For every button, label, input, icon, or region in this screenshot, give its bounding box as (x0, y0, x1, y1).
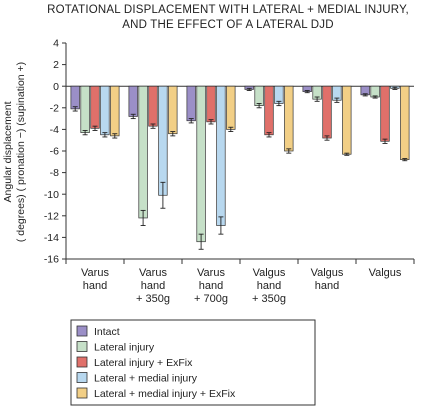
bar (284, 85, 294, 152)
y-tick-label: -8 (50, 167, 59, 179)
bar (80, 85, 90, 133)
bar (138, 85, 148, 219)
category-label: Valgus (311, 267, 344, 279)
bar (254, 85, 264, 106)
chart-title-line-1: ROTATIONAL DISPLACEMENT WITH LATERAL + M… (47, 4, 409, 16)
legend-label: Lateral injury + ExFix (94, 357, 193, 369)
category-label: + 350g (136, 293, 170, 305)
legend-label: Lateral + medial injury (94, 373, 198, 385)
category-label: Valgus (369, 267, 402, 279)
bar (128, 85, 138, 117)
y-tick-label: -6 (50, 146, 59, 158)
bar (100, 85, 110, 136)
y-tick-label: -2 (50, 102, 59, 114)
bar (322, 85, 332, 139)
y-tick-label: -10 (44, 189, 59, 201)
legend-swatch (76, 325, 88, 337)
bar (148, 85, 158, 127)
category-label: hand (315, 280, 339, 292)
y-tick-label: 2 (53, 59, 59, 71)
bar (342, 85, 352, 155)
y-axis-label-line-1: Angular displacement (2, 101, 14, 202)
category-label: hand (199, 280, 223, 292)
bar (216, 85, 226, 226)
y-axis-label-line-2: ( degrees) ( pronation −) (supination +) (15, 62, 27, 242)
legend-frame (70, 319, 316, 406)
plot-area: 420-2-4-6-8-10-12-14-16VarushandVarushan… (44, 38, 415, 305)
bar (186, 85, 196, 122)
bar (158, 85, 168, 196)
legend-label: Intact (94, 326, 120, 338)
bar (264, 85, 274, 136)
legend-swatch (76, 356, 88, 368)
bar (196, 85, 206, 243)
bar (110, 85, 120, 137)
y-tick-label: -14 (44, 232, 59, 244)
category-label: Varus (197, 267, 225, 279)
y-tick-label: 0 (53, 81, 59, 93)
bar (226, 85, 236, 130)
legend-swatch (76, 372, 88, 383)
bar (70, 85, 80, 110)
legend: Intact Lateral injury Lateral injury + ExF… (70, 319, 316, 406)
legend-swatch (76, 387, 88, 399)
bar (400, 85, 410, 160)
y-tick-label: -16 (44, 254, 59, 266)
category-label: Valgus (253, 267, 286, 279)
category-label: hand (257, 280, 281, 292)
bar (90, 85, 100, 129)
category-label: Varus (81, 267, 109, 279)
legend-items: Intact Lateral injury Lateral injury + ExF… (76, 325, 236, 400)
category-label: Varus (139, 267, 167, 279)
chart-title-line-2: AND THE EFFECT OF A LATERAL DJD (122, 19, 334, 31)
category-label: hand (141, 280, 165, 292)
category-label: hand (83, 280, 107, 292)
y-tick-label: 4 (53, 38, 59, 50)
bar (370, 85, 380, 98)
y-tick-label: -12 (44, 210, 59, 222)
category-label: + 700g (194, 293, 228, 305)
legend-label: Lateral injury (94, 342, 155, 354)
legend-label: Lateral + medial injury + ExFix (94, 388, 236, 400)
bar (380, 85, 390, 142)
legend-swatch (76, 341, 88, 352)
y-tick-label: -4 (50, 124, 59, 136)
bar (206, 85, 216, 123)
bar (168, 85, 178, 135)
category-label: + 350g (252, 293, 286, 305)
